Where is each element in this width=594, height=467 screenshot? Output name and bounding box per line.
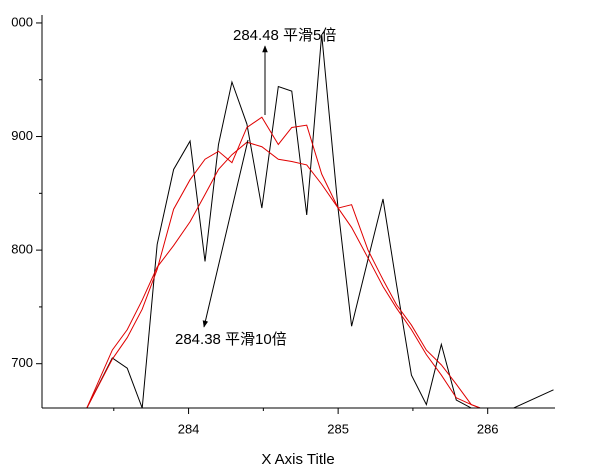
y-tick-label: 900	[11, 128, 33, 143]
x-axis-title: X Axis Title	[261, 451, 334, 467]
series-line	[86, 34, 554, 408]
x-tick-label: 286	[477, 421, 499, 436]
plot-area	[86, 34, 554, 408]
series-line	[86, 116, 482, 408]
x-tick-label: 284	[178, 421, 200, 436]
x-tick-label: 285	[327, 421, 349, 436]
y-tick-label: 700	[11, 355, 33, 370]
series-line	[86, 141, 482, 408]
y-tick-label: 000	[11, 14, 33, 29]
annotation: 284.38 平滑10倍	[175, 331, 287, 348]
annotation-arrow	[202, 139, 249, 328]
y-tick-label: 800	[11, 242, 33, 257]
annotation: 284.48 平滑5倍	[233, 27, 336, 44]
